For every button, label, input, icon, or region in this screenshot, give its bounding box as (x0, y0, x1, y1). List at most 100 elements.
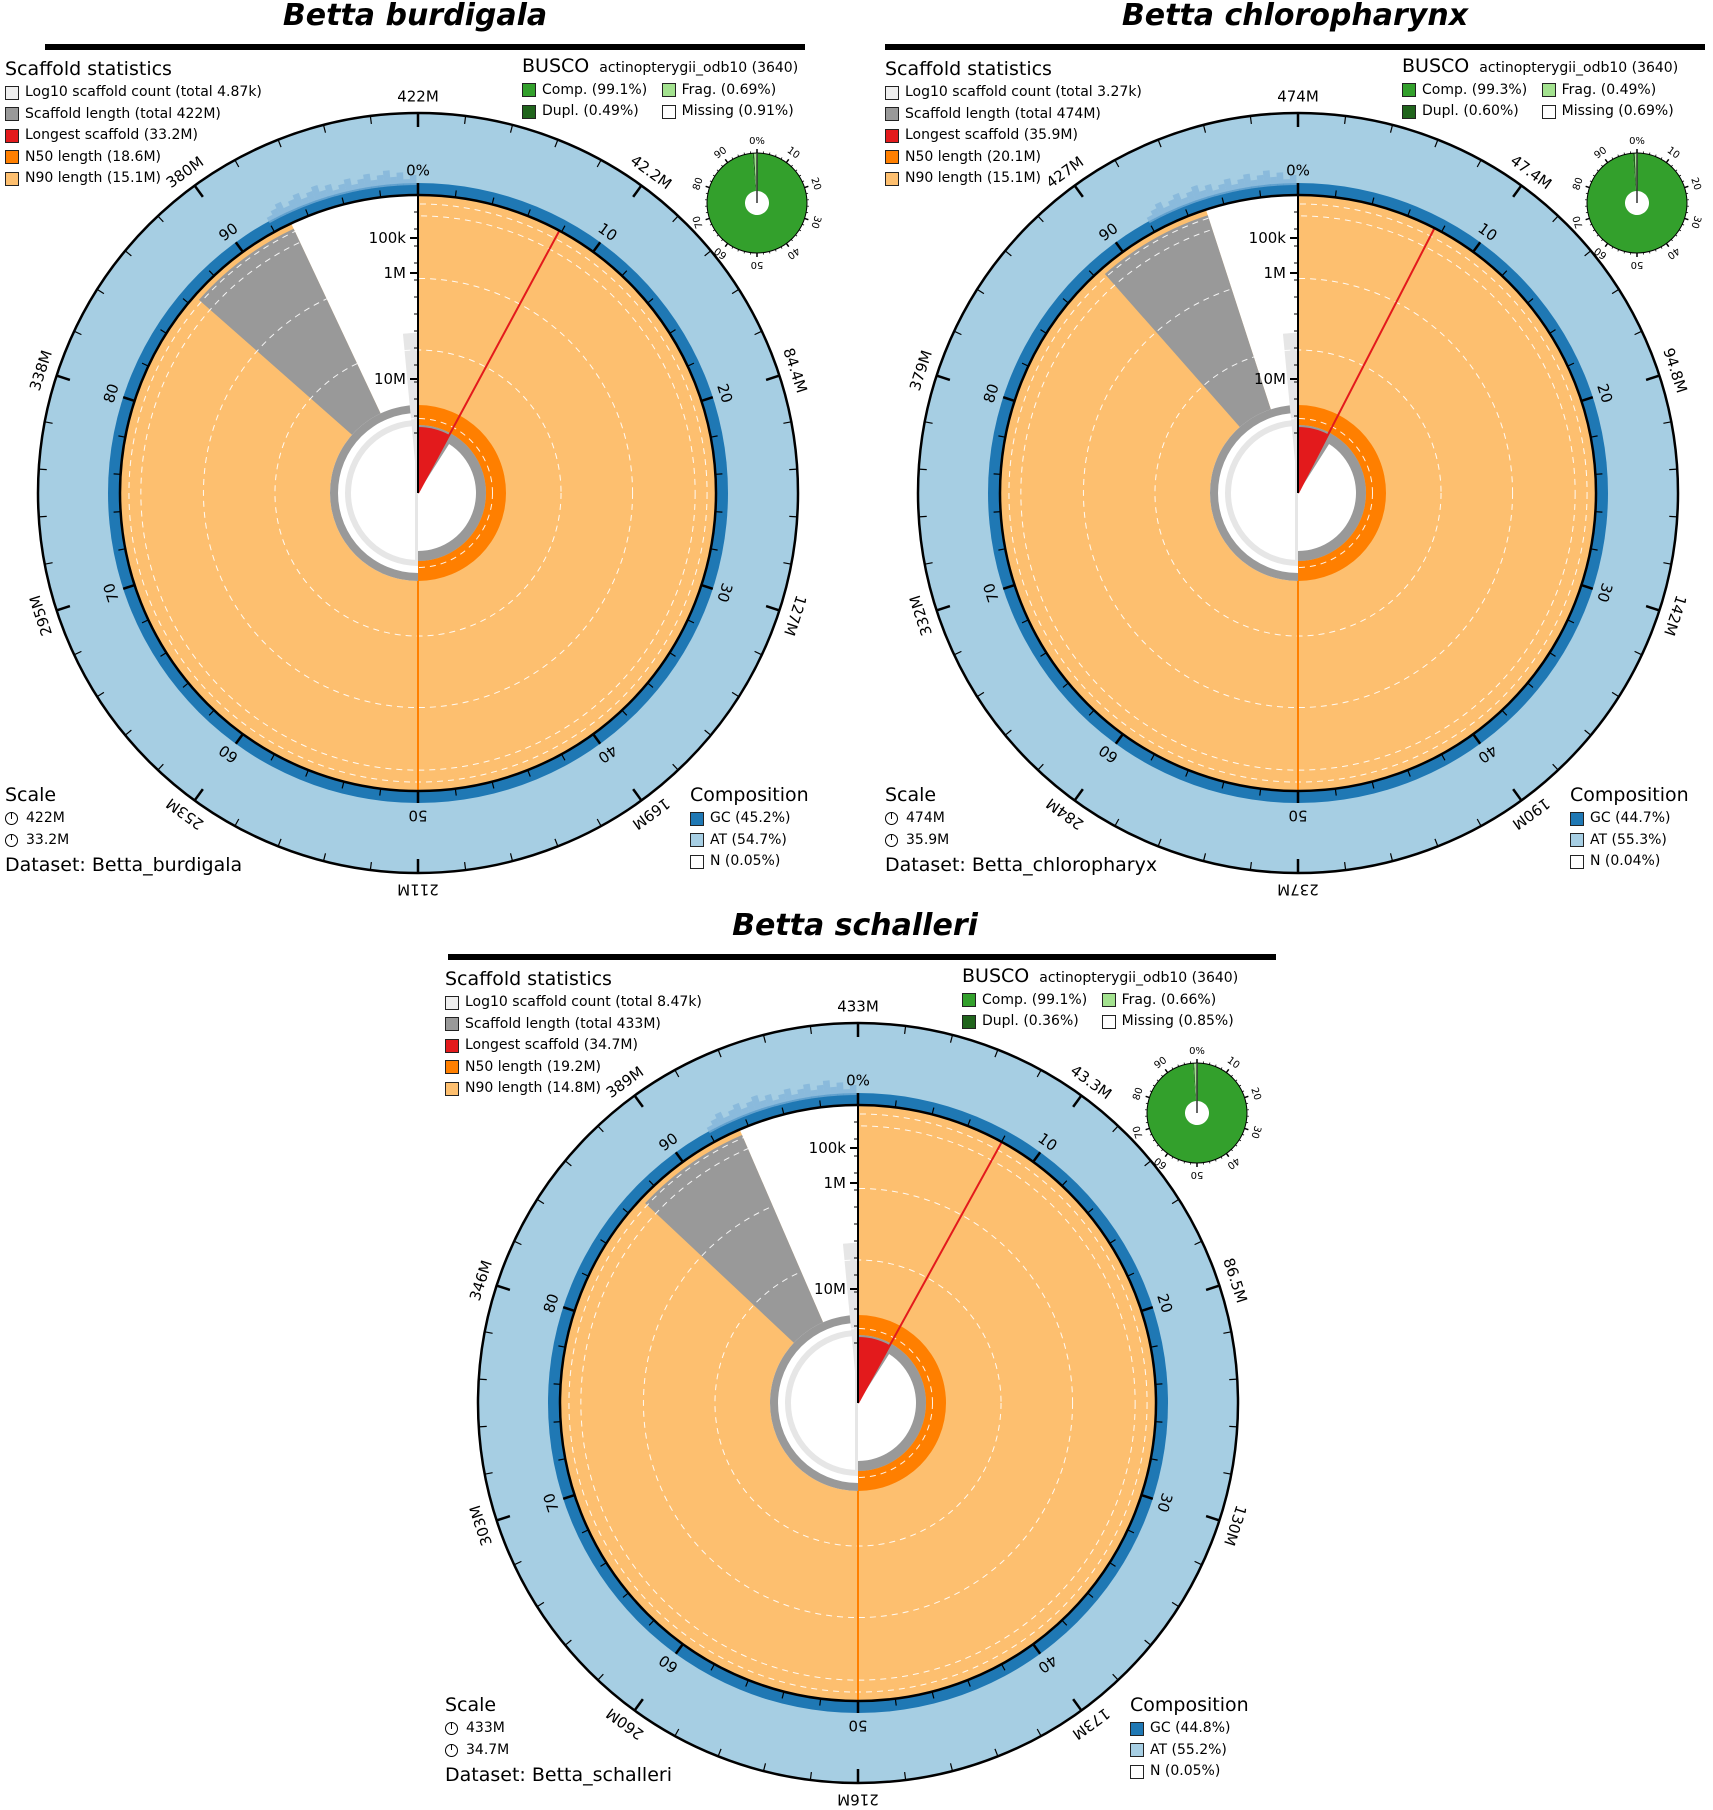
busco-tick-label: 70 (691, 214, 705, 230)
legend-item: Frag. (0.69%) (662, 80, 799, 102)
legend-swatch (885, 86, 899, 100)
busco-tick (805, 218, 809, 219)
busco-tick (1685, 186, 1689, 187)
composition-heading: Composition (1130, 1692, 1249, 1718)
busco-tick (1593, 230, 1595, 231)
busco-tick (725, 243, 727, 246)
legend-item: Comp. (99.1%) (522, 80, 652, 102)
legend-label: Longest scaffold (34.7M) (465, 1035, 638, 1057)
busco-tick (1146, 1096, 1150, 1097)
composition-noise-bar (1270, 177, 1277, 186)
busco-lineage: actinopterygii_odb10 (3640) (1039, 968, 1238, 990)
radial-tick-label: 10M (374, 370, 406, 388)
busco-tick (1666, 243, 1668, 246)
length-tick-label: 127M (780, 593, 810, 638)
busco-tick (1231, 1149, 1232, 1150)
scale-circumference: 422M (5, 808, 242, 830)
composition-noise-bar (1276, 172, 1283, 185)
legend-swatch (5, 172, 19, 186)
legend-swatch (5, 129, 19, 143)
busco-tick-label: 90 (712, 145, 729, 161)
legend-item: Scaffold length (total 433M) (445, 1014, 702, 1036)
legend-label: GC (44.7%) (1590, 808, 1670, 830)
busco-tick (1242, 1091, 1244, 1092)
busco-tick (781, 157, 782, 159)
legend-swatch (885, 129, 899, 143)
legend-label: Log10 scaffold count (total 3.27k) (905, 82, 1142, 104)
legend-item: Longest scaffold (35.9M) (885, 125, 1142, 147)
dataset-label: Dataset: Betta_burdigala (5, 855, 242, 877)
busco-tick (1242, 1134, 1244, 1135)
busco-tick-label: 90 (1152, 1055, 1169, 1071)
legend-swatch (445, 996, 459, 1010)
legend-label: Missing (0.91%) (682, 101, 794, 123)
radial-tick-label: 100k (1249, 229, 1287, 247)
busco-tick (791, 239, 792, 240)
legend-swatch (445, 1039, 459, 1053)
legend-item: Comp. (99.3%) (1402, 80, 1532, 102)
legend-swatch (1130, 1743, 1144, 1757)
busco-title: BUSCO (1402, 56, 1469, 78)
composition-noise-bar (390, 177, 397, 186)
percent-tick-label: 50 (1288, 807, 1307, 825)
busco-tick (1161, 1075, 1162, 1076)
busco-tick (713, 230, 715, 231)
legend-item: Log10 scaffold count (total 3.27k) (885, 82, 1142, 104)
scale-value: 33.2M (26, 830, 69, 852)
busco-tick-label: 70 (1571, 214, 1585, 230)
busco-tick (1590, 181, 1592, 182)
legend-swatch (1130, 1722, 1144, 1736)
busco-tick (706, 218, 710, 219)
busco-tick (791, 165, 792, 166)
percent-tick-label: 0% (1286, 162, 1310, 180)
legend-item: Dupl. (0.49%) (522, 101, 652, 123)
legend-label: Scaffold length (total 422M) (25, 104, 221, 126)
dataset-label: Dataset: Betta_schalleri (445, 1765, 672, 1787)
busco-tick (1586, 186, 1590, 187)
composition-noise-bar (836, 1082, 843, 1095)
legend-label: Comp. (99.1%) (982, 990, 1087, 1012)
legend-item: GC (44.7%) (1570, 808, 1689, 830)
legend-label: Longest scaffold (33.2M) (25, 125, 198, 147)
legend-swatch (1570, 812, 1584, 826)
busco-tick-label: 10 (785, 145, 802, 161)
busco-tick (1612, 247, 1613, 249)
legend-label: GC (45.2%) (710, 808, 790, 830)
legend-label: Missing (0.69%) (1562, 101, 1674, 123)
legend-label: Scaffold length (total 433M) (465, 1014, 661, 1036)
legend-swatch (1570, 833, 1584, 847)
busco-tick (1605, 159, 1607, 162)
busco-tick-label: 20 (1248, 1086, 1262, 1102)
busco-tick-label: 30 (808, 214, 822, 230)
legend-item: Log10 scaffold count (total 4.87k) (5, 82, 262, 104)
busco-tick-label: 80 (691, 176, 705, 192)
busco-tick (796, 170, 798, 171)
busco-tick (1226, 1069, 1228, 1072)
busco-tick (1157, 1080, 1159, 1081)
legend-swatch (690, 855, 704, 869)
length-tick-label: 237M (1277, 881, 1319, 899)
legend-label: Comp. (99.3%) (1422, 80, 1527, 102)
scale-circumference: 433M (445, 1718, 672, 1740)
composition-noise-bar (843, 1089, 850, 1095)
busco-tick (1586, 218, 1590, 219)
length-tick (479, 1379, 487, 1380)
busco-items: Comp. (99.1%) Frag. (0.69%) Dupl. (0.49%) M… (522, 80, 798, 123)
busco-tick (1172, 1157, 1173, 1159)
clock-full-icon (445, 1722, 458, 1735)
busco-tick (717, 235, 719, 236)
length-tick-label: 338M (26, 348, 56, 393)
legend-item: N50 length (19.2M) (445, 1057, 702, 1079)
scale-value: 433M (466, 1718, 505, 1740)
busco-tick (1679, 230, 1681, 231)
busco-tick-label: 50 (751, 259, 764, 270)
composition-heading: Composition (690, 782, 809, 808)
busco-tick (1679, 175, 1681, 176)
scale-radius: 35.9M (885, 830, 1157, 852)
legend-item: Missing (0.85%) (1102, 1011, 1239, 1033)
busco-tick-label: 30 (1248, 1124, 1262, 1140)
busco-tick (1601, 239, 1602, 240)
